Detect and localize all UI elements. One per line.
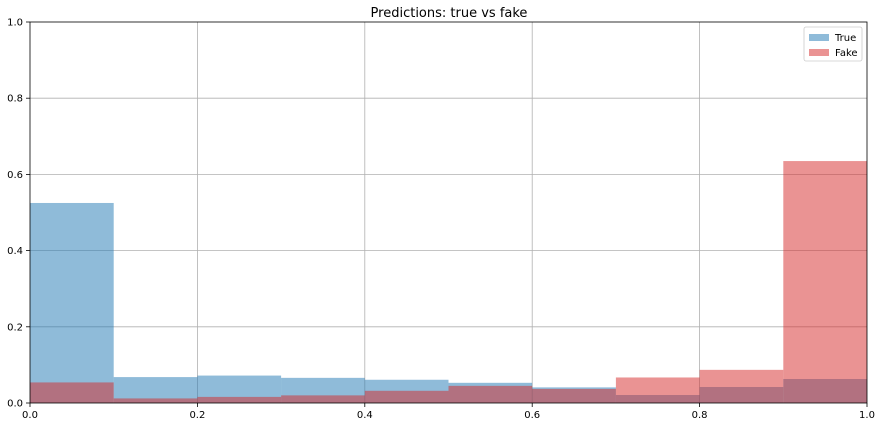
grid-lines <box>30 22 867 403</box>
bar-fake <box>783 161 867 403</box>
legend-label-fake: Fake <box>835 48 858 59</box>
x-tick-label: 0.4 <box>357 410 373 421</box>
axes-frame <box>29 21 868 404</box>
x-tick-label: 1.0 <box>859 410 875 421</box>
axis-ticks: 0.0 0.2 0.4 0.6 0.8 1.0 0.0 0.2 0.4 0.6 0.8 1.0 <box>7 18 875 422</box>
histogram-bars <box>30 161 867 403</box>
legend: True Fake <box>803 26 863 62</box>
bar-true <box>30 202 114 403</box>
legend-swatch-fake <box>809 49 829 56</box>
bar-fake <box>281 395 365 403</box>
y-tick-label: 0.6 <box>7 170 23 181</box>
bar-fake <box>113 398 198 403</box>
bar-fake <box>615 377 700 403</box>
chart-title: Predictions: true vs fake <box>371 6 528 21</box>
y-tick-label: 0.8 <box>7 94 23 105</box>
bar-fake <box>197 396 282 403</box>
bar-fake <box>448 385 533 403</box>
bar-fake <box>30 382 114 403</box>
plot-frame <box>29 21 868 404</box>
x-tick-label: 0.0 <box>22 410 38 421</box>
y-tick-label: 0.4 <box>7 246 23 257</box>
x-tick-label: 0.2 <box>189 410 205 421</box>
bar-fake <box>364 390 449 403</box>
y-tick-label: 0.2 <box>7 322 23 333</box>
bar-fake <box>532 388 616 403</box>
bar-fake <box>699 369 784 403</box>
y-tick-label: 1.0 <box>7 18 23 29</box>
legend-swatch-true <box>809 34 829 41</box>
x-tick-label: 0.6 <box>524 410 540 421</box>
x-tick-label: 0.8 <box>692 410 708 421</box>
y-tick-label: 0.0 <box>7 399 23 410</box>
legend-label-true: True <box>834 33 856 44</box>
